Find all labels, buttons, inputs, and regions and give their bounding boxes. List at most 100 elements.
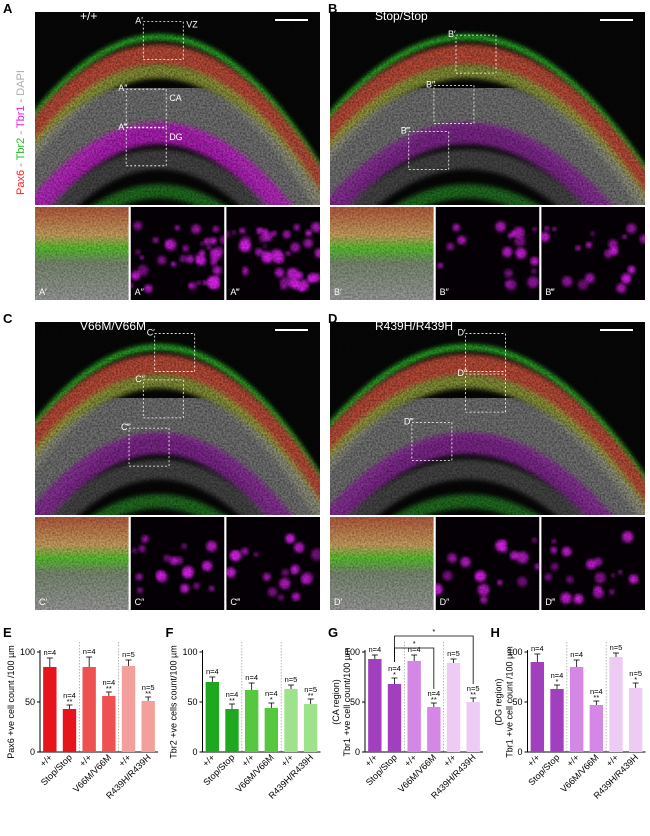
- y-axis-label: (DG region): [494, 678, 504, 725]
- y-axis-label: Tbr1 +ve cell count/100 µm: [342, 648, 352, 757]
- n-label: n=5: [467, 684, 480, 693]
- inset-label: C‴: [230, 597, 240, 607]
- inset-label: C″: [135, 597, 145, 607]
- texture: [226, 207, 320, 300]
- region-label: CA: [169, 93, 182, 103]
- texture: [35, 207, 129, 300]
- inset: [226, 207, 320, 300]
- bar: [82, 667, 96, 752]
- inset: [35, 207, 129, 300]
- texture: [541, 207, 645, 300]
- panel-letter: G: [328, 625, 338, 640]
- significance: **: [470, 690, 476, 699]
- roi-box: [465, 373, 506, 413]
- stain-label: Pax6 - Tbr2 - Tbr1 - DAPI: [15, 70, 27, 195]
- significance: **: [593, 693, 599, 702]
- genotype: +/+: [80, 9, 97, 23]
- bar: [205, 682, 220, 752]
- n-label: n=4: [388, 664, 401, 673]
- n-label: n=4: [206, 667, 219, 676]
- stain-part: -: [15, 160, 27, 170]
- significance: **: [431, 695, 437, 704]
- y-axis-label: Pax6 +ve cell count /100 µm: [6, 645, 16, 759]
- roi-box: [128, 427, 170, 467]
- micrograph: [35, 322, 320, 515]
- texture: [130, 517, 225, 610]
- inset-label: D‴: [545, 597, 555, 607]
- bar: [387, 684, 402, 752]
- inset-label: B‴: [545, 287, 555, 297]
- bar: [121, 666, 136, 752]
- n-label: n=4: [245, 673, 258, 682]
- y-tick-label: 50: [350, 697, 360, 707]
- y-tick-label: 50: [187, 697, 197, 707]
- bar: [244, 690, 259, 752]
- y-tick-label: 100: [20, 647, 35, 657]
- roi-box: [125, 127, 167, 167]
- bar: [446, 663, 461, 752]
- stain-part: Tbr2: [15, 138, 27, 161]
- bar: [264, 708, 279, 752]
- texture: [330, 207, 434, 300]
- inset-label: A‴: [230, 287, 240, 297]
- y-tick-label: 0: [355, 747, 360, 757]
- stain-part: DAPI: [15, 70, 27, 96]
- bracket-label: *: [432, 627, 435, 636]
- bar: [530, 662, 545, 752]
- y-axis-label: Tbr1 +ve cell count /100 µm: [505, 646, 515, 758]
- inset-label: B′: [334, 287, 342, 297]
- roi-label: C‴: [121, 422, 131, 432]
- texture: [130, 207, 225, 300]
- micrograph: [330, 12, 645, 205]
- significance: **: [145, 689, 151, 698]
- bar: [628, 688, 643, 752]
- inset: [330, 207, 434, 300]
- bar: [303, 704, 318, 752]
- bar: [427, 707, 441, 752]
- y-axis-label: (CA region): [331, 679, 341, 725]
- inset: [130, 207, 225, 300]
- roi-label: D′: [457, 328, 465, 338]
- inset: [541, 207, 645, 300]
- inset-label: A″: [135, 287, 145, 297]
- inset: [435, 517, 540, 610]
- significance: **: [106, 684, 112, 693]
- bar: [609, 657, 623, 752]
- n-label: n=4: [427, 689, 440, 698]
- significance-bracket: [394, 647, 435, 689]
- stain-part: -: [15, 96, 27, 106]
- n-label: n=4: [531, 644, 544, 653]
- n-label: n=5: [447, 649, 460, 658]
- panel-letter: C: [3, 311, 13, 326]
- inset: [541, 517, 645, 610]
- y-axis-label: Tbr2 +ve cells count/100 µm: [169, 645, 179, 759]
- inset-label: D′: [334, 597, 342, 607]
- roi-label: B‴: [401, 126, 411, 136]
- n-label: n=4: [265, 689, 278, 698]
- stain-part: -: [15, 128, 27, 138]
- bar: [225, 709, 239, 752]
- bar: [569, 667, 584, 752]
- bar: [43, 667, 57, 752]
- region-label: DG: [169, 132, 183, 142]
- n-label: n=4: [570, 650, 583, 659]
- n-label: n=4: [590, 687, 603, 696]
- stain-part: Pax6: [15, 170, 27, 195]
- y-tick-label: 0: [517, 747, 522, 757]
- bar: [407, 661, 421, 752]
- inset: [330, 517, 434, 610]
- inset: [226, 517, 320, 610]
- inset-label: B″: [440, 287, 450, 297]
- texture: [541, 517, 645, 610]
- y-tick-label: 0: [30, 747, 35, 757]
- texture: [330, 322, 645, 515]
- y-tick-label: 100: [507, 647, 522, 657]
- bar: [368, 659, 382, 752]
- inset: [435, 207, 540, 300]
- roi-label: D″: [457, 368, 467, 378]
- roi-box: [465, 333, 506, 372]
- bracket-label: *: [413, 639, 416, 648]
- roi-label: B″: [426, 79, 436, 89]
